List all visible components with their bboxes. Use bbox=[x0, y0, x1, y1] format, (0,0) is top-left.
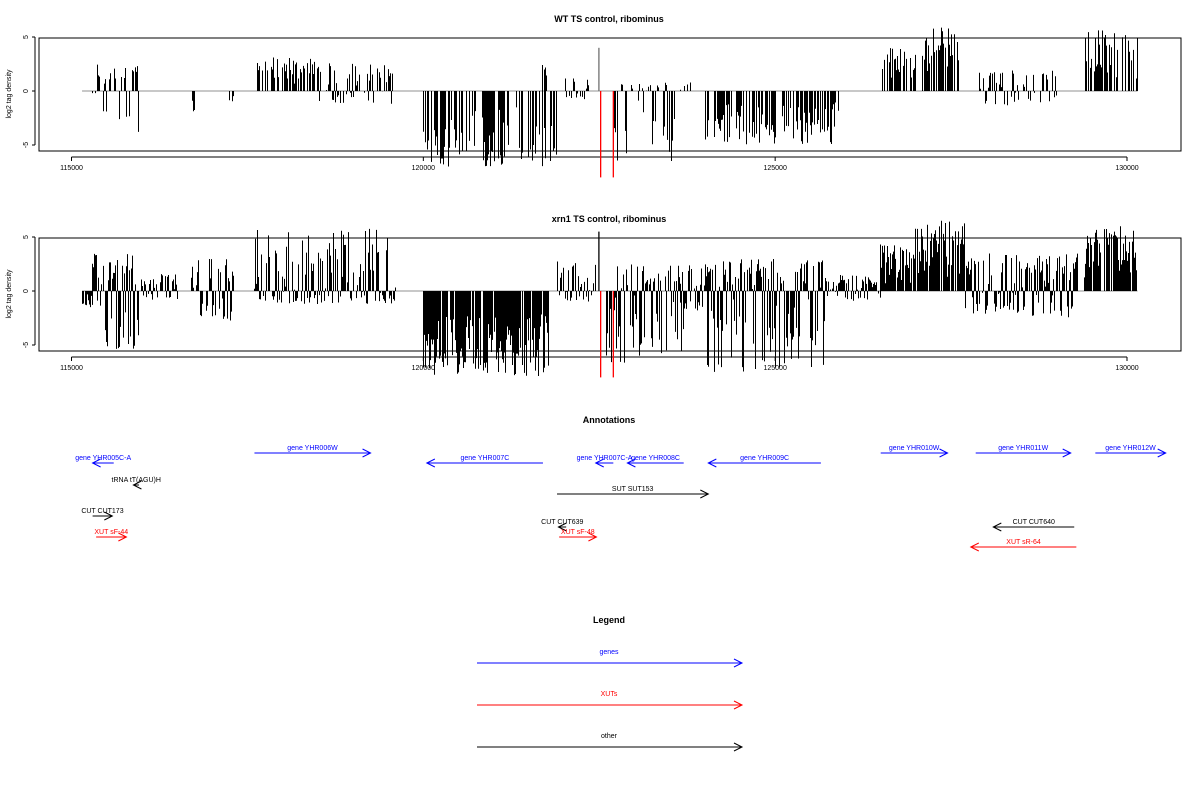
arrow-head bbox=[104, 511, 114, 521]
x-tick-label: 125000 bbox=[763, 365, 786, 372]
annotation-arrow bbox=[132, 480, 142, 490]
annotation-label: gene YHR007C-A bbox=[577, 455, 633, 462]
annotations-title: Annotations bbox=[583, 415, 636, 425]
legend-label: genes bbox=[599, 649, 619, 656]
annotation-arrow bbox=[594, 458, 614, 468]
legend-arrow bbox=[477, 658, 744, 668]
arrow-head bbox=[733, 700, 744, 710]
xrn1-track-title: xrn1 TS control, ribominus bbox=[552, 214, 667, 224]
arrow-head bbox=[425, 458, 436, 468]
arrow-head bbox=[1157, 448, 1167, 458]
x-tick-label: 115000 bbox=[60, 365, 83, 372]
arrow-head bbox=[1062, 448, 1072, 458]
annotation-arrow bbox=[254, 448, 372, 458]
xrn1-track-ylabel: log2 tag density bbox=[6, 269, 13, 319]
plot-frame bbox=[38, 37, 1182, 152]
arrow-head bbox=[362, 448, 372, 458]
y-tick-label: 0 bbox=[23, 289, 30, 293]
x-tick-label: 120000 bbox=[412, 365, 435, 372]
arrow-head bbox=[588, 532, 598, 542]
arrow-head bbox=[118, 532, 128, 542]
annotation-arrow bbox=[92, 511, 114, 521]
x-tick-label: 115000 bbox=[60, 165, 83, 172]
annotation-label: SUT SUT153 bbox=[612, 486, 654, 493]
annotation-label: CUT CUT173 bbox=[81, 508, 123, 515]
arrow-head bbox=[733, 658, 744, 668]
legend-label: other bbox=[601, 733, 618, 740]
annotation-arrow bbox=[1095, 448, 1167, 458]
annotation-arrow bbox=[557, 489, 710, 499]
annotation-label: gene YHR010W bbox=[889, 445, 940, 452]
annotation-label: XUT sR-64 bbox=[1006, 539, 1041, 546]
annotation-label: CUT CUT639 bbox=[541, 519, 583, 526]
annotation-label: gene YHR007C bbox=[460, 455, 509, 462]
arrow-head bbox=[700, 489, 710, 499]
annotation-label: gene YHR005C-A bbox=[75, 455, 131, 462]
annotation-arrow bbox=[425, 458, 543, 468]
y-tick-label: 5 bbox=[23, 235, 30, 239]
y-tick-label: -5 bbox=[23, 142, 30, 148]
annotation-arrow bbox=[557, 522, 567, 532]
arrow-head bbox=[557, 522, 567, 532]
arrow-head bbox=[939, 448, 949, 458]
x-tick-label: 130000 bbox=[1115, 365, 1138, 372]
annotation-arrow bbox=[707, 458, 821, 468]
wt-track-ylabel: log2 tag density bbox=[6, 69, 13, 119]
arrow-head bbox=[969, 542, 980, 552]
arrow-head bbox=[626, 458, 636, 468]
y-tick-label: 0 bbox=[23, 89, 30, 93]
annotations-panel: Annotations gene YHR005C-A gene YHR006W ge… bbox=[75, 415, 1167, 552]
annotation-arrow bbox=[880, 448, 949, 458]
arrow-head bbox=[733, 742, 744, 752]
wt-track-title: WT TS control, ribominus bbox=[554, 14, 664, 24]
x-tick-label: 130000 bbox=[1115, 165, 1138, 172]
x-tick-label: 125000 bbox=[763, 165, 786, 172]
annotation-arrow bbox=[975, 448, 1072, 458]
wt-track-plot: WT TS control, ribominus log2 tag densit… bbox=[6, 14, 1182, 178]
legend-title: Legend bbox=[593, 615, 625, 625]
arrow-head bbox=[992, 522, 1002, 532]
annotation-label: CUT CUT640 bbox=[1013, 519, 1055, 526]
annotation-label: XUT sF-44 bbox=[94, 529, 128, 536]
plot-frame bbox=[38, 237, 1182, 352]
annotation-label: gene YHR009C bbox=[740, 455, 789, 462]
annotation-label: tRNA tT(AGU)H bbox=[112, 477, 161, 484]
arrow-head bbox=[707, 458, 717, 468]
y-tick-label: 5 bbox=[23, 35, 30, 39]
annotation-label: gene YHR011W bbox=[998, 445, 1048, 452]
annotation-arrow bbox=[969, 542, 1077, 552]
annotation-label: gene YHR006W bbox=[287, 445, 338, 452]
annotation-label: gene YHR008C bbox=[631, 455, 680, 462]
annotation-label: XUT sF-48 bbox=[561, 529, 595, 536]
annotation-arrow bbox=[96, 532, 128, 542]
arrow-head bbox=[594, 458, 604, 468]
x-tick-label: 120000 bbox=[412, 165, 435, 172]
arrow-head bbox=[132, 480, 142, 490]
legend-arrow bbox=[477, 742, 744, 752]
legend-label: XUTs bbox=[601, 691, 618, 698]
arrow-head bbox=[91, 458, 101, 468]
y-tick-label: -5 bbox=[23, 342, 30, 348]
annotation-arrow bbox=[559, 532, 598, 542]
annotation-arrow bbox=[91, 458, 114, 468]
annotation-label: gene YHR012W bbox=[1105, 445, 1156, 452]
annotation-arrow bbox=[992, 522, 1075, 532]
legend-arrow bbox=[477, 700, 744, 710]
xrn1-track-plot: xrn1 TS control, ribominus log2 tag dens… bbox=[6, 214, 1182, 378]
annotation-arrow bbox=[626, 458, 684, 468]
legend-panel: Legend genes XUTs other bbox=[477, 615, 744, 752]
